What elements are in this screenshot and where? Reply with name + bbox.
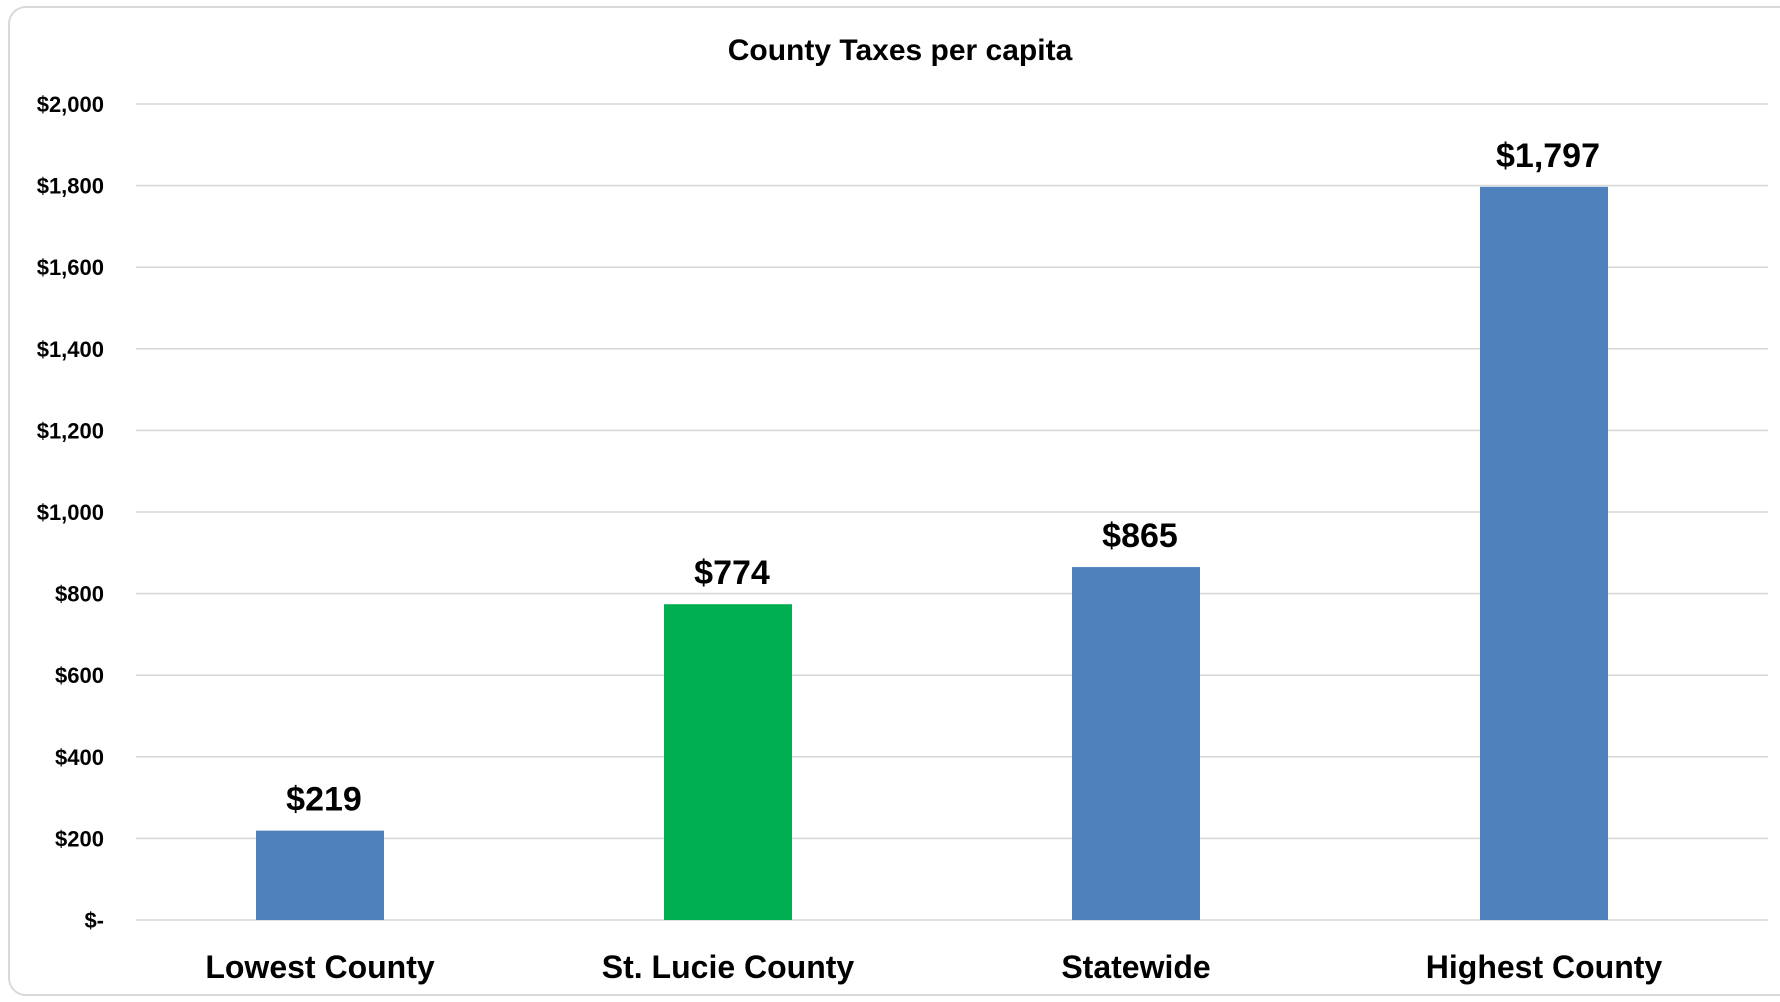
bar bbox=[1480, 186, 1608, 921]
y-tick-label: $600 bbox=[55, 663, 104, 688]
data-labels: $219 $774 $865 $1,797 bbox=[286, 137, 1600, 819]
bar bbox=[1072, 567, 1200, 920]
y-tick-label: $1,000 bbox=[37, 500, 104, 525]
y-tick-label: $- bbox=[84, 908, 104, 933]
data-label: $774 bbox=[694, 554, 770, 592]
y-axis-ticks: $- $200 $400 $600 $800 $1,000 $1,200 $1,400 $1,6… bbox=[37, 92, 104, 933]
x-tick-label: Statewide bbox=[1061, 949, 1210, 985]
x-tick-label: Lowest County bbox=[205, 949, 435, 985]
y-tick-label: $1,400 bbox=[37, 337, 104, 362]
y-tick-label: $800 bbox=[55, 582, 104, 607]
y-tick-label: $1,200 bbox=[37, 418, 104, 443]
x-tick-label: St. Lucie County bbox=[602, 949, 855, 985]
y-tick-label: $200 bbox=[55, 826, 104, 851]
x-tick-label: Highest County bbox=[1426, 949, 1663, 985]
y-tick-label: $2,000 bbox=[37, 92, 104, 117]
data-label: $219 bbox=[286, 781, 362, 819]
data-label: $1,797 bbox=[1496, 137, 1600, 175]
y-tick-label: $1,600 bbox=[37, 255, 104, 280]
y-tick-label: $1,800 bbox=[37, 174, 104, 199]
bar bbox=[664, 604, 792, 920]
chart-title: County Taxes per capita bbox=[728, 34, 1073, 67]
y-tick-label: $400 bbox=[55, 745, 104, 770]
bars bbox=[256, 186, 1608, 921]
bar bbox=[256, 830, 384, 920]
x-axis-ticks: Lowest County St. Lucie County Statewide Hi… bbox=[205, 949, 1662, 985]
data-label: $865 bbox=[1102, 517, 1178, 555]
